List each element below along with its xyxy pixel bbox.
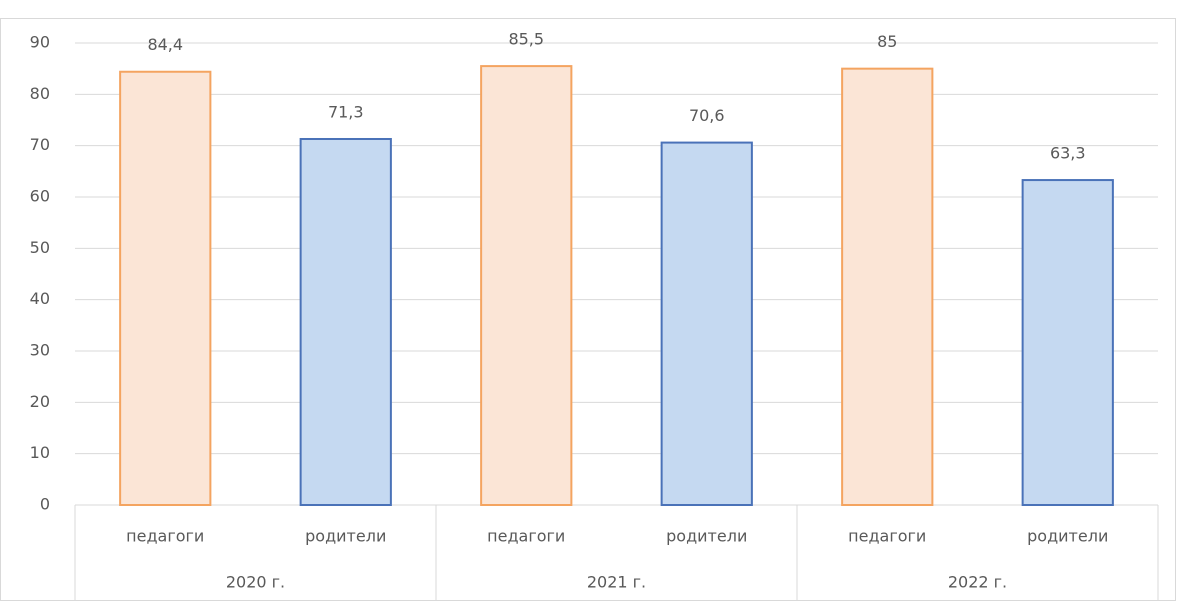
x-tick-label: родители <box>1027 527 1108 546</box>
bar <box>660 141 753 506</box>
x-tick-label: родители <box>305 527 386 546</box>
y-tick-label: 80 <box>30 84 50 103</box>
value-label: 85 <box>877 32 897 51</box>
bar <box>119 70 212 506</box>
y-tick-label: 50 <box>30 238 50 257</box>
value-label: 71,3 <box>328 102 364 121</box>
y-tick-label: 10 <box>30 443 50 462</box>
value-label: 63,3 <box>1050 144 1086 163</box>
group-label: 2021 г. <box>587 573 646 592</box>
value-label: 84,4 <box>147 35 183 54</box>
y-tick-label: 30 <box>30 341 50 360</box>
x-tick-label: педагоги <box>487 527 565 546</box>
y-tick-label: 40 <box>30 289 50 308</box>
group-label: 2022 г. <box>948 573 1007 592</box>
bar <box>480 65 573 506</box>
y-tick-label: 90 <box>30 33 50 52</box>
value-label: 85,5 <box>508 30 544 49</box>
y-tick-label: 70 <box>30 135 50 154</box>
bar <box>299 137 392 506</box>
bar <box>1021 179 1114 506</box>
x-tick-label: педагоги <box>848 527 926 546</box>
y-tick-label: 0 <box>40 495 50 514</box>
bar <box>841 67 934 507</box>
y-tick-label: 20 <box>30 392 50 411</box>
group-label: 2020 г. <box>226 573 285 592</box>
y-tick-label: 60 <box>30 187 50 206</box>
value-label: 70,6 <box>689 106 725 125</box>
x-tick-label: родители <box>666 527 747 546</box>
x-tick-label: педагоги <box>126 527 204 546</box>
